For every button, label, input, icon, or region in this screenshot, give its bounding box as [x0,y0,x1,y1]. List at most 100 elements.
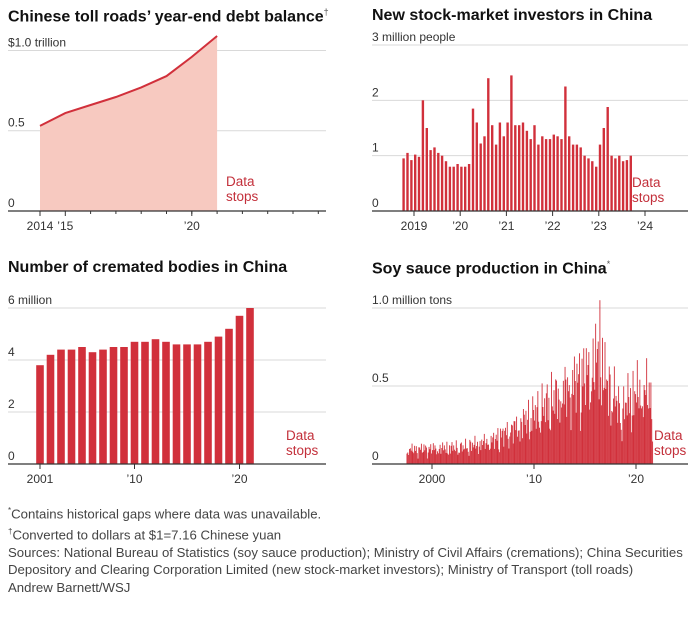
soy-bar [437,453,439,464]
soy-bar [520,418,522,464]
soy-bar [638,408,640,464]
investor-bar [618,155,621,211]
soy-bar [611,411,613,464]
soy-bar [412,451,414,464]
data-stops-label: stops [226,189,259,204]
investor-bar [548,139,552,211]
soy-bar [420,449,421,464]
soy-bar [500,437,502,464]
soy-bar [632,370,634,464]
cremation-bar [235,315,244,464]
soy-bar [495,434,497,464]
investor-bar [448,166,452,211]
soy-bar [549,428,551,464]
soy-bar [476,446,478,464]
soy-bar [554,413,556,464]
soy-bar [524,425,526,464]
soy-bar [429,449,431,464]
investor-bar [498,122,502,211]
soy-bar [649,408,651,464]
soy-bar [552,410,554,464]
x-tick-label: 2019 [401,219,428,233]
soy-title: Soy sauce production in China* [372,259,611,278]
investor-bar [460,166,463,211]
soy-bar [457,454,459,464]
investor-bar [440,155,444,211]
soy-bar [619,403,620,464]
soy-bar [454,451,456,464]
soy-bar [434,445,436,464]
cremation-bar [99,349,107,464]
soy-bar [471,442,473,464]
data-stops-label: stops [632,190,665,205]
soy-bar [542,407,544,464]
soy-bar [560,401,562,464]
cremation-bar [109,347,118,464]
cremation-bar [141,341,149,464]
investor-bar [456,164,459,211]
x-tick-label: 2001 [27,472,54,486]
soy-bar [590,402,591,464]
soy-bar [522,438,523,464]
investor-bar [406,152,409,211]
investor-bar [544,139,548,211]
soy-bar [613,366,615,464]
soy-bar [573,356,575,464]
soy-bar [437,451,438,464]
soy-bar [580,412,582,464]
investor-bar [444,161,448,211]
soy-bar [563,404,565,464]
soy-bar [435,448,437,464]
y-tick-label: 2 [8,397,15,411]
soy-bar [497,428,499,464]
soy-bar [642,417,644,464]
investor-bar [529,139,532,211]
soy-bar [462,445,464,464]
soy-bar [442,442,444,464]
soy-bar [600,377,602,464]
soy-bar [556,380,557,464]
soy-bar [420,443,422,464]
soy-bar [561,407,563,464]
soy-bar [425,445,427,464]
investor-bar [425,128,428,211]
soy-bar [473,444,475,464]
soy-bar [521,421,523,464]
investor-bar [479,143,482,211]
soy-bar [443,450,444,464]
soy-bar [511,424,512,464]
investors-chart: 0 1 2 3 million people 2019 ’20 ’21 ’22 ’23 ’24 Da… [372,30,688,233]
investor-bar [464,166,467,211]
soy-bar [499,452,501,464]
soy-bar [594,389,596,464]
soy-bar [590,391,592,464]
soy-bar [608,366,610,464]
investor-bar [514,125,517,211]
soy-bar [568,385,570,464]
soy-bar [620,429,622,464]
investor-bar [525,130,529,211]
soy-bar [626,415,628,464]
x-tick-label: ’20 [231,472,247,486]
x-tick-label: 2014 [27,219,54,233]
soy-bar [417,458,419,464]
soy-bar [531,430,533,464]
soy-bar [492,437,494,464]
credit-text: Andrew Barnett/WSJ [8,579,131,595]
soy-bar [447,453,449,464]
soy-bar [483,433,485,464]
soy-bar [453,445,455,464]
soy-bar [612,412,614,464]
soy-bar [408,455,410,464]
cremation-bar [88,352,97,464]
soy-bar [564,366,566,464]
investor-bar [560,139,563,211]
cremation-bar [36,365,44,464]
soy-bar [488,450,490,464]
soy-bar [604,342,606,464]
investors-title: New stock-market investors in China [372,7,653,24]
soy-bar [527,419,529,464]
